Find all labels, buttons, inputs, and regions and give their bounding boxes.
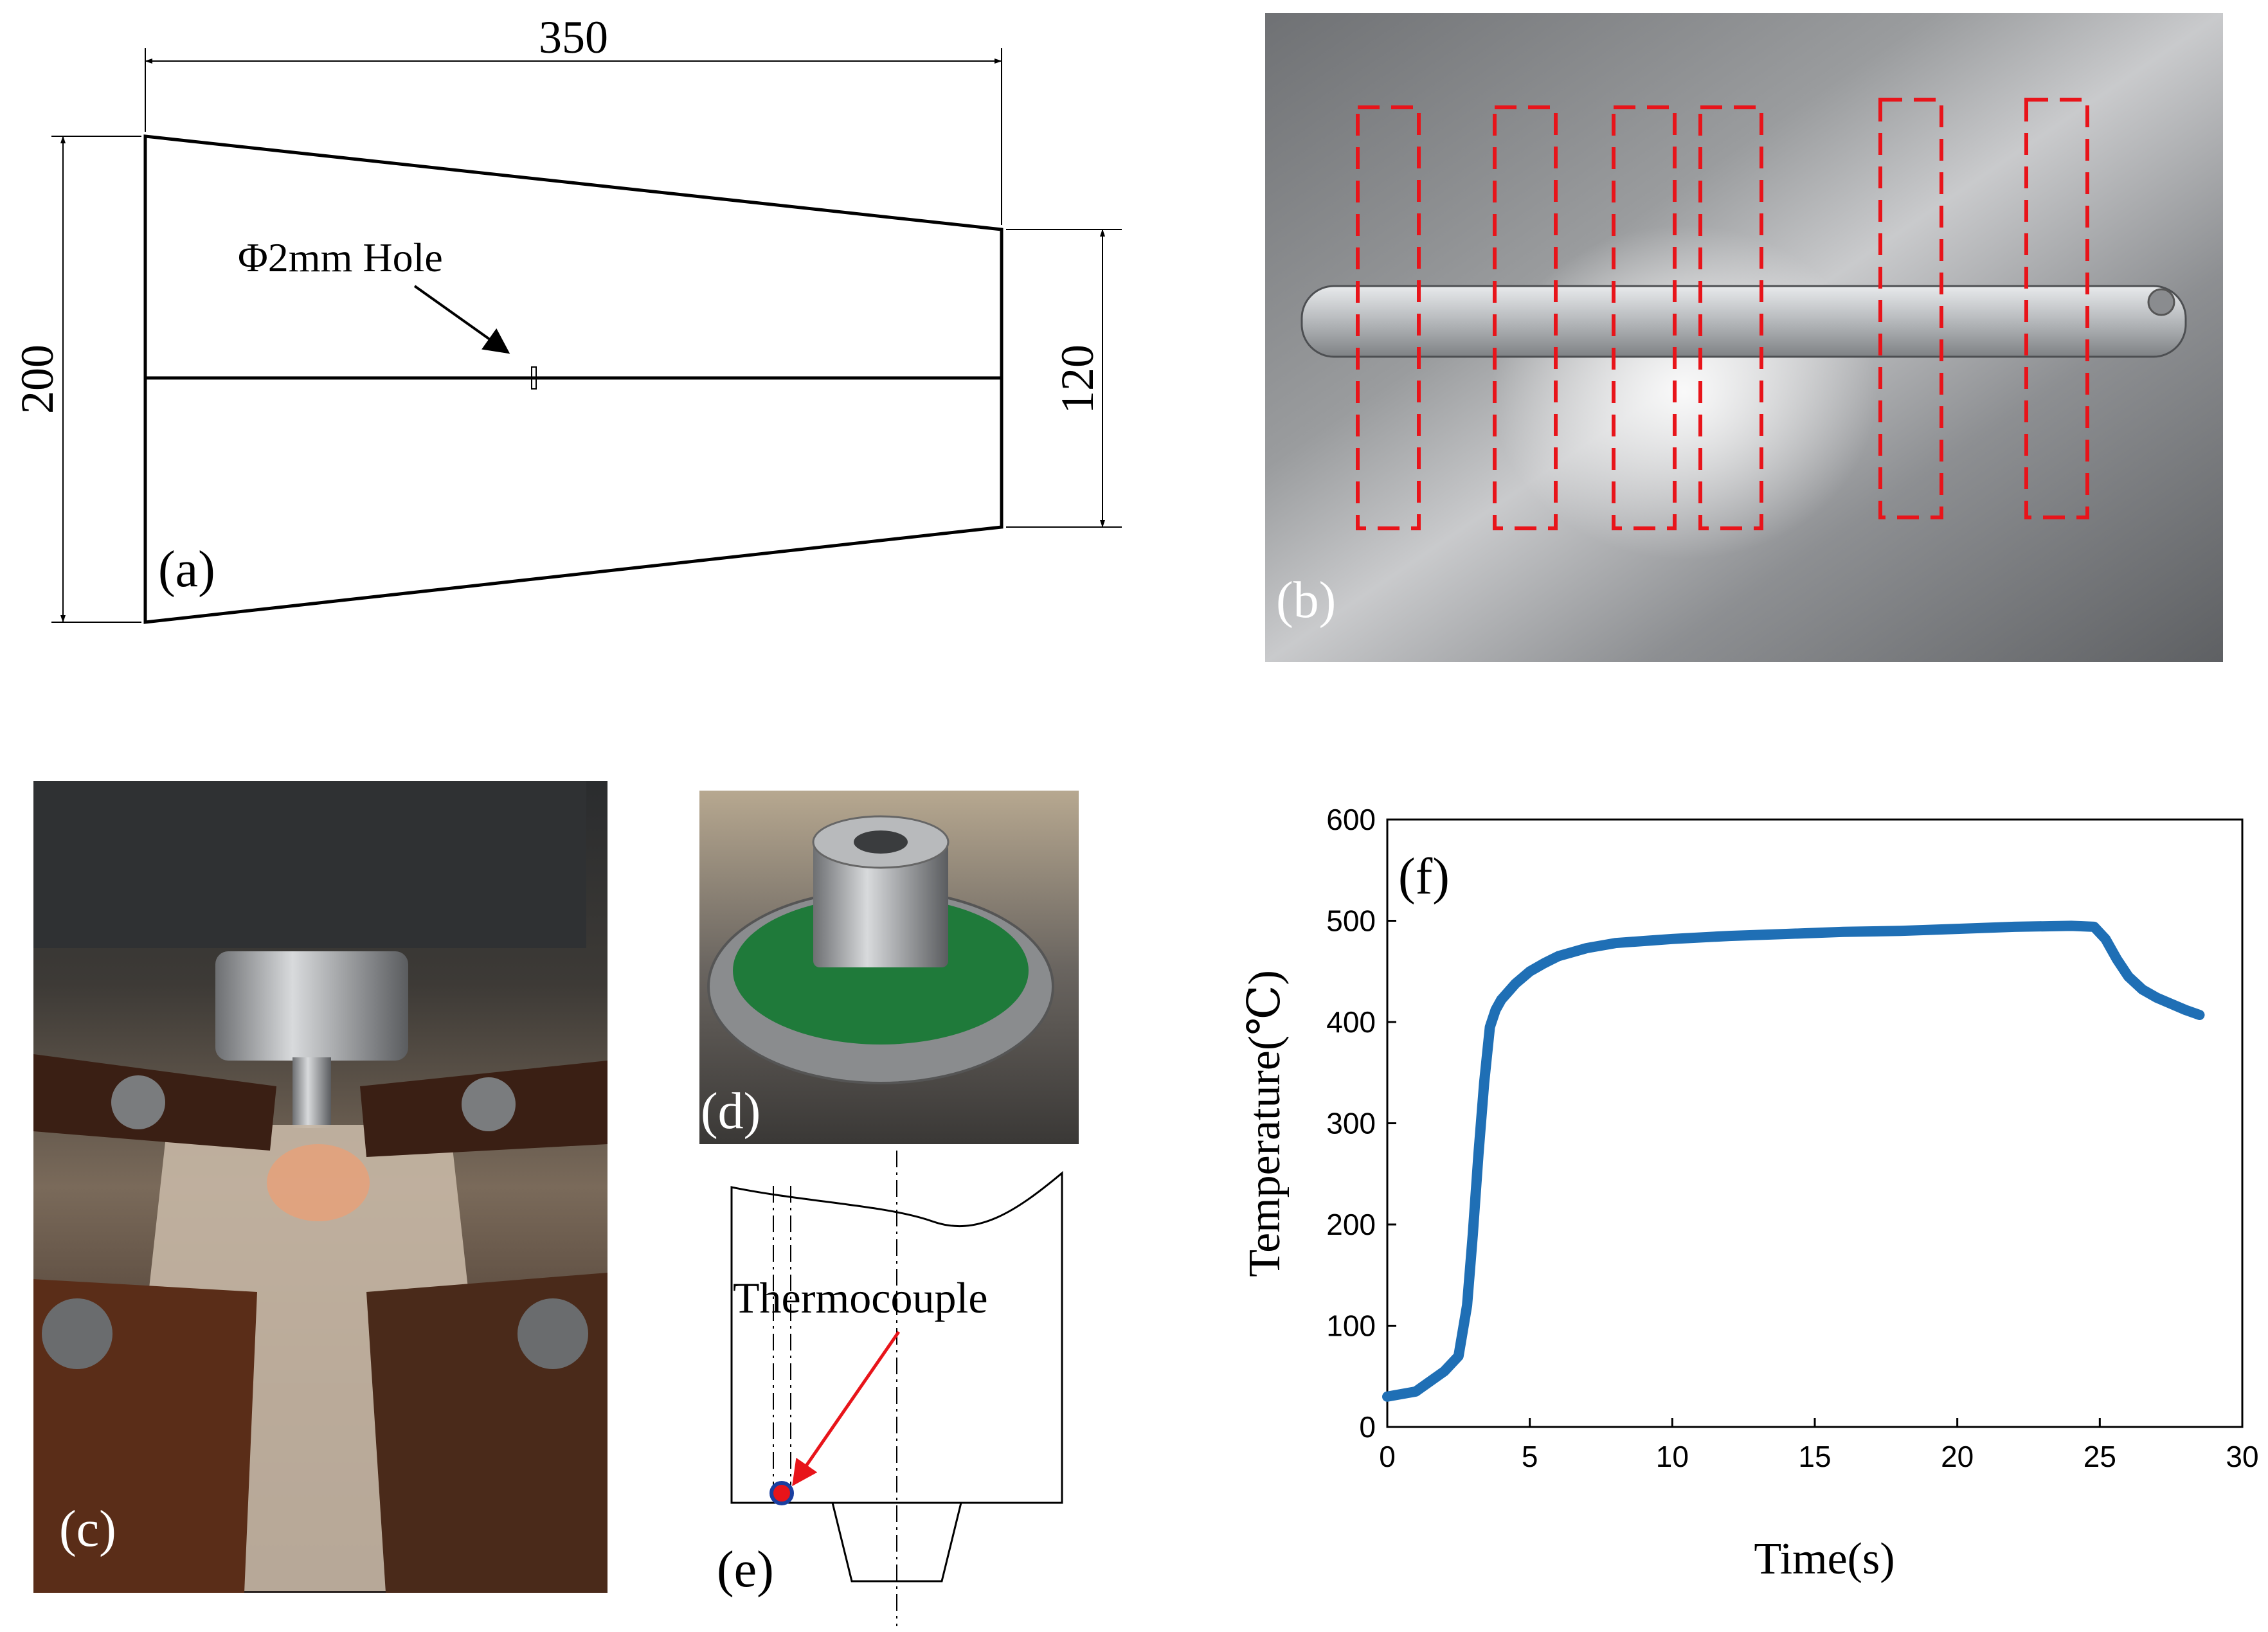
x-tick-label: 30 [2226,1440,2258,1473]
bolt-2 [462,1077,516,1131]
sample-box-1 [1356,105,1421,530]
hole-label: Φ2mm Hole [238,235,443,280]
x-axis-label: Time(s) [1754,1534,1895,1584]
exit-hole [2147,288,2175,316]
right-height-label: 120 [1052,345,1103,414]
y-tick-label: 200 [1326,1208,1376,1241]
bolt-1 [111,1075,165,1129]
panel-d: (d) [699,791,1079,1144]
spindle-collar [215,951,408,1061]
left-height-label: 200 [12,345,63,414]
thermocouple-point [770,1481,794,1505]
width-dimension-label: 350 [539,12,608,63]
panel-e-label: (e) [717,1541,774,1598]
x-tick-label: 5 [1522,1440,1538,1473]
panel-b: (b) [1265,13,2223,662]
x-tick-label: 20 [1941,1440,1974,1473]
hole-marker [531,366,537,390]
sample-box-4 [1698,105,1763,530]
x-tick-label: 25 [2084,1440,2116,1473]
panel-b-label: (b) [1276,572,1336,629]
x-tick-label: 15 [1798,1440,1831,1473]
panel-d-label: (d) [701,1083,760,1140]
sample-box-3 [1612,105,1677,530]
panel-f-label: (f) [1398,848,1450,905]
thermocouple-arrow [792,1331,901,1487]
sample-box-6 [2024,98,2089,519]
plot-frame [1386,818,2244,1428]
sample-box-5 [1878,98,1943,519]
x-tick-label: 10 [1656,1440,1689,1473]
bolt-3 [42,1298,113,1369]
tool-holder [813,842,948,967]
weld-seam [1300,285,2187,358]
centerlines [773,1151,897,1626]
x-tick-label: 0 [1379,1440,1396,1473]
y-tick-label: 600 [1326,803,1376,836]
y-tick-label: 300 [1326,1107,1376,1140]
panel-c-label: (c) [59,1501,116,1557]
bolt-4 [518,1298,588,1369]
tool-pin [831,1502,962,1583]
hole-arrow [413,285,510,354]
spindle-tip [292,1057,331,1128]
tool-holder-bore [854,830,908,854]
y-tick-label: 500 [1326,904,1376,938]
y-tick-label: 400 [1326,1005,1376,1039]
panel-c: (c) [33,781,608,1593]
thermocouple-label: Thermocouple [733,1273,988,1322]
right-height-dimension [1006,229,1122,528]
weld-glow [267,1144,370,1221]
left-height-dimension [51,136,141,623]
y-tick-label: 100 [1326,1309,1376,1343]
sample-box-2 [1493,105,1558,530]
photo-glare [1491,225,1877,559]
sample-boxes [1356,98,2089,530]
panel-a: 350 200 120 Φ2mm Hole (a) [12,12,1122,624]
width-dimension [145,48,1002,225]
circuit-board [733,897,1029,1045]
tool-body-outline [730,1170,1063,1504]
y-tick-label: 0 [1359,1410,1376,1444]
plate-outline [143,134,1004,624]
y-axis-label: Temperature(℃) [1240,970,1290,1277]
temperature-series-line [1382,920,2205,1402]
panel-e: Thermocouple (e) [717,1151,1063,1626]
machine-head [33,781,586,948]
panel-a-label: (a) [158,541,215,598]
